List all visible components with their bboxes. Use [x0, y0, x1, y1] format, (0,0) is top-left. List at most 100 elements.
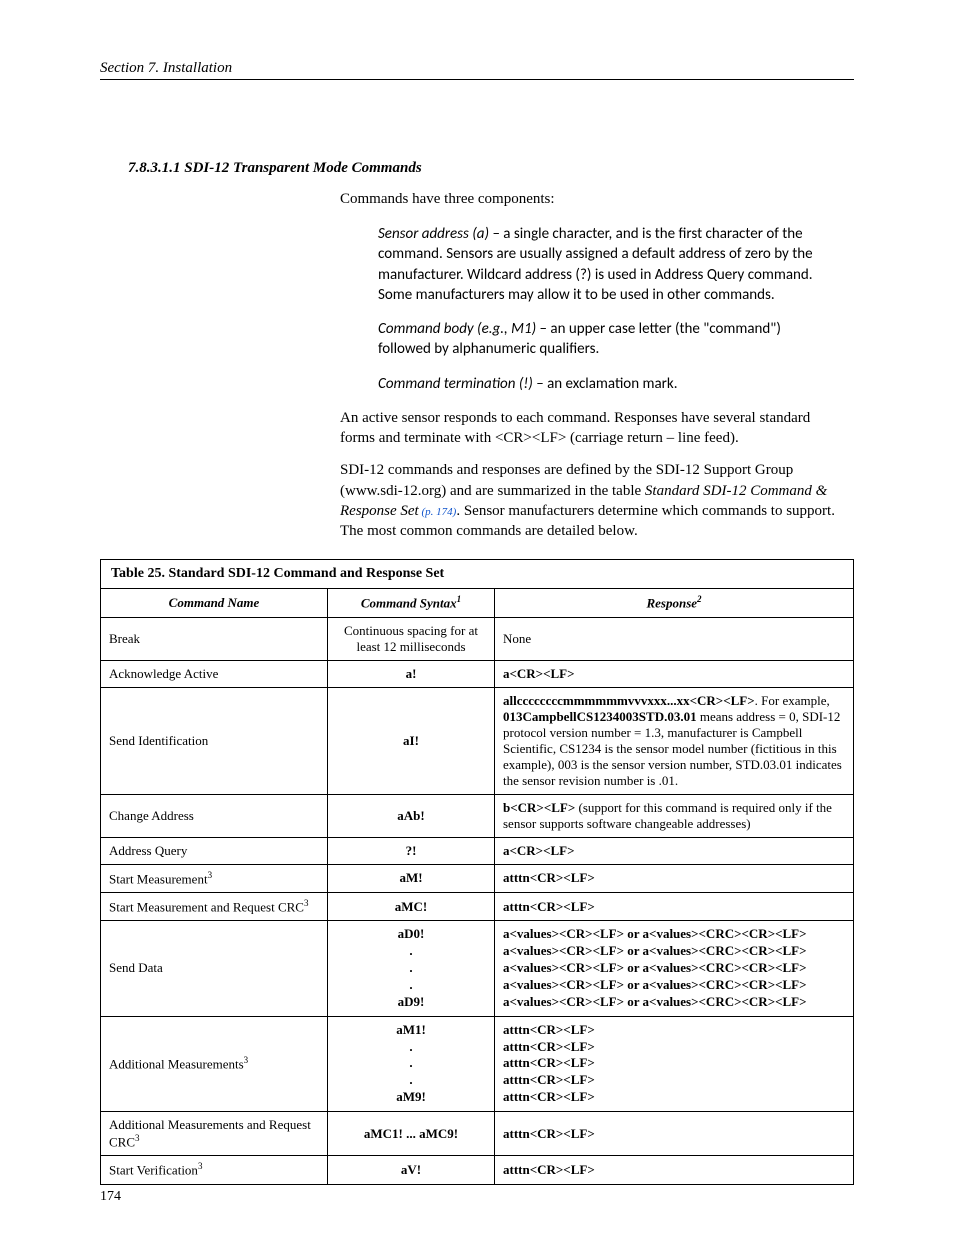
cell-response: a<CR><LF> — [495, 660, 854, 687]
th-syntax-label: Command Syntax — [361, 596, 457, 611]
table-row: Acknowledge Active a! a<CR><LF> — [101, 660, 854, 687]
heading-number: 7.8.3.1.1 — [128, 160, 181, 176]
table-row: Additional Measurements3 aM1! . . . aM9!… — [101, 1016, 854, 1111]
cell-syntax: aAb! — [328, 794, 495, 837]
table-row: Start Verification3 aV! atttn<CR><LF> — [101, 1156, 854, 1184]
cell-name: Start Measurement3 — [101, 864, 328, 892]
subsection-heading: 7.8.3.1.1 SDI-12 Transparent Mode Comman… — [128, 160, 854, 177]
cell-response: atttn<CR><LF> — [495, 1112, 854, 1156]
cell-name: Start Verification3 — [101, 1156, 328, 1184]
cell-name: Address Query — [101, 837, 328, 864]
th-response-sup: 2 — [697, 594, 702, 604]
th-response: Response2 — [495, 589, 854, 617]
body-command-termination: – an exclamation mark. — [533, 375, 678, 393]
syntax-line: . — [336, 977, 486, 994]
table-caption: Table 25. Standard SDI-12 Command and Re… — [100, 559, 854, 588]
cell-response: a<values><CR><LF> or a<values><CRC><CR><… — [495, 921, 854, 1016]
resp-line: a<values><CR><LF> or a<values><CRC><CR><… — [503, 960, 845, 977]
cell-syntax: aI! — [328, 687, 495, 794]
page-number: 174 — [100, 1189, 121, 1205]
page-ref-link[interactable]: (p. 174) — [419, 506, 457, 518]
cell-name: Start Measurement and Request CRC3 — [101, 892, 328, 920]
name-label: Additional Measurements — [109, 1057, 244, 1072]
definition-command-body: Command body (e.g., M1) – an upper case … — [378, 319, 816, 360]
th-response-label: Response — [646, 596, 697, 611]
cell-syntax: ?! — [328, 837, 495, 864]
intro-text: Commands have three components: — [340, 191, 854, 208]
cell-name: Send Data — [101, 921, 328, 1016]
table-row: Send Data aD0! . . . aD9! a<values><CR><… — [101, 921, 854, 1016]
table-row: Address Query ?! a<CR><LF> — [101, 837, 854, 864]
syntax-line: . — [336, 943, 486, 960]
paragraph-active-sensor: An active sensor responds to each comman… — [340, 408, 840, 449]
term-command-termination: Command termination (!) — [378, 375, 533, 393]
cell-syntax: aM! — [328, 864, 495, 892]
cell-syntax: Continuous spacing for at least 12 milli… — [328, 617, 495, 660]
cell-name: Additional Measurements3 — [101, 1016, 328, 1111]
cell-name: Break — [101, 617, 328, 660]
body-text-block: An active sensor responds to each comman… — [340, 408, 840, 542]
resp-line: atttn<CR><LF> — [503, 1072, 845, 1089]
th-syntax-sup: 1 — [457, 594, 462, 604]
table-row: Break Continuous spacing for at least 12… — [101, 617, 854, 660]
syntax-line: aM9! — [336, 1089, 486, 1106]
paragraph-sdi12-defined: SDI-12 commands and responses are define… — [340, 460, 840, 541]
definition-command-termination: Command termination (!) – an exclamation… — [378, 374, 816, 394]
name-sup: 3 — [198, 1161, 203, 1171]
sdi12-command-table: Table 25. Standard SDI-12 Command and Re… — [100, 559, 854, 1185]
name-label: Start Measurement — [109, 871, 208, 886]
cell-response: allccccccccmmmmmmvvvxxx...xx<CR><LF>. Fo… — [495, 687, 854, 794]
cell-response: atttn<CR><LF> — [495, 864, 854, 892]
name-label: Start Verification — [109, 1163, 198, 1178]
cell-syntax: aM1! . . . aM9! — [328, 1016, 495, 1111]
cell-name: Acknowledge Active — [101, 660, 328, 687]
table-row: Send Identification aI! allccccccccmmmmm… — [101, 687, 854, 794]
table-row: Additional Measurements and Request CRC3… — [101, 1112, 854, 1156]
cell-syntax: aMC1! ... aMC9! — [328, 1112, 495, 1156]
cell-response: atttn<CR><LF> — [495, 892, 854, 920]
name-sup: 3 — [244, 1055, 249, 1065]
syntax-line: aD9! — [336, 994, 486, 1011]
table-row: Change Address aAb! b<CR><LF> (support f… — [101, 794, 854, 837]
cell-response: a<CR><LF> — [495, 837, 854, 864]
syntax-line: . — [336, 1055, 486, 1072]
name-sup: 3 — [135, 1133, 140, 1143]
cell-response: None — [495, 617, 854, 660]
cell-response: atttn<CR><LF> — [495, 1156, 854, 1184]
definition-sensor-address: Sensor address (a) – a single character,… — [378, 224, 816, 305]
resp-line: a<values><CR><LF> or a<values><CRC><CR><… — [503, 977, 845, 994]
resp-bold: allccccccccmmmmmmvvvxxx...xx<CR><LF> — [503, 693, 755, 708]
resp-line: atttn<CR><LF> — [503, 1055, 845, 1072]
term-command-body: Command body (e.g., M1) — [378, 320, 536, 338]
name-sup: 3 — [304, 898, 309, 908]
cell-syntax: aV! — [328, 1156, 495, 1184]
resp-line: atttn<CR><LF> — [503, 1089, 845, 1106]
cell-name: Send Identification — [101, 687, 328, 794]
resp-bold2: 013CampbellCS1234003STD.03.01 — [503, 709, 697, 724]
resp-rest1: . For example, — [755, 693, 830, 708]
resp-line: a<values><CR><LF> or a<values><CRC><CR><… — [503, 994, 845, 1011]
resp-line: atttn<CR><LF> — [503, 1039, 845, 1056]
cell-syntax: a! — [328, 660, 495, 687]
name-label: Start Measurement and Request CRC — [109, 899, 304, 914]
resp-bold: b<CR><LF> — [503, 800, 575, 815]
cell-name: Change Address — [101, 794, 328, 837]
syntax-line: . — [336, 1039, 486, 1056]
table-row: Start Measurement3 aM! atttn<CR><LF> — [101, 864, 854, 892]
syntax-line: . — [336, 960, 486, 977]
cell-response: atttn<CR><LF> atttn<CR><LF> atttn<CR><LF… — [495, 1016, 854, 1111]
cell-syntax: aMC! — [328, 892, 495, 920]
syntax-line: aD0! — [336, 926, 486, 943]
definitions-block: Sensor address (a) – a single character,… — [378, 224, 816, 394]
table-row: Start Measurement and Request CRC3 aMC! … — [101, 892, 854, 920]
syntax-line: aM1! — [336, 1022, 486, 1039]
cell-response: b<CR><LF> (support for this command is r… — [495, 794, 854, 837]
resp-line: a<values><CR><LF> or a<values><CRC><CR><… — [503, 943, 845, 960]
name-sup: 3 — [208, 870, 213, 880]
cell-name: Additional Measurements and Request CRC3 — [101, 1112, 328, 1156]
page-header: Section 7. Installation — [100, 60, 854, 80]
th-command-syntax: Command Syntax1 — [328, 589, 495, 617]
table-header-row: Command Name Command Syntax1 Response2 — [101, 589, 854, 617]
resp-line: atttn<CR><LF> — [503, 1022, 845, 1039]
cell-syntax: aD0! . . . aD9! — [328, 921, 495, 1016]
